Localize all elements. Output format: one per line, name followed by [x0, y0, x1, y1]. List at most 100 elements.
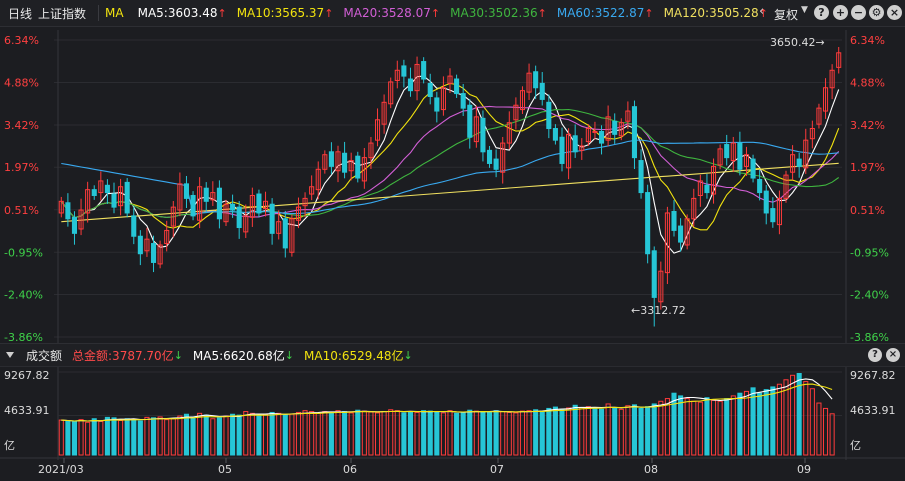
price-axis-label-right: -0.95%	[850, 246, 889, 259]
volume-bar	[743, 390, 750, 456]
volume-bar	[401, 412, 407, 456]
volume-bar	[579, 407, 585, 456]
volume-bar	[302, 410, 308, 456]
close-icon[interactable]: ×	[886, 348, 900, 362]
volume-bar	[526, 410, 532, 456]
candle-body	[631, 106, 638, 159]
volume-bar	[631, 404, 638, 456]
volume-bar	[210, 418, 216, 456]
candle-body	[671, 211, 677, 231]
volume-bar	[269, 411, 275, 456]
candle-body	[164, 229, 170, 245]
candle-body	[328, 151, 334, 167]
candle-body	[111, 193, 117, 208]
candle-body	[467, 104, 473, 138]
volume-bar	[243, 411, 249, 456]
candle-body	[770, 208, 776, 223]
volume-bar	[65, 420, 71, 456]
volume-axis-label-right: 亿	[850, 439, 861, 452]
volume-bar	[421, 410, 427, 456]
volume-bar	[170, 418, 176, 456]
candle-body	[315, 168, 321, 191]
volume-bar	[460, 411, 466, 456]
volume-bar	[467, 409, 473, 456]
chevron-left-icon[interactable]: ‹	[759, 4, 765, 19]
price-axis-label-right: -2.40%	[850, 288, 889, 301]
volume-bar	[342, 411, 348, 456]
candle-body	[809, 128, 815, 140]
restore-rights-button[interactable]: 复权	[774, 8, 799, 22]
volume-bar	[322, 411, 328, 456]
volume-bar	[262, 413, 269, 456]
ma5-value: MA5:3603.48↑	[137, 6, 227, 20]
price-axis-labels: 6.34% 6.34% 4.88% 4.88% 3.42% 3.42% 1.97% 1.97%…	[4, 34, 889, 344]
volume-bar	[203, 414, 209, 456]
candle-body	[684, 218, 690, 246]
price-axis-label-right: 3.42%	[850, 119, 885, 132]
volume-bar	[361, 410, 367, 456]
volume-bar	[658, 400, 664, 456]
candle-body	[256, 193, 262, 214]
volume-bar	[104, 416, 110, 456]
volume-bar	[447, 410, 453, 456]
candle-body	[368, 142, 374, 159]
volume-bar	[691, 400, 697, 456]
collapse-triangle-icon[interactable]	[6, 352, 14, 358]
ma-indicator-label[interactable]: MA	[105, 6, 124, 20]
down-arrow-icon: ↓	[173, 348, 183, 362]
volume-bar	[111, 417, 117, 456]
volume-bar	[559, 408, 565, 456]
candle-body	[533, 71, 539, 89]
volume-ma10: MA10:6529.48亿	[304, 348, 404, 363]
volume-bar	[829, 413, 835, 456]
volume-axis-label-left: 亿	[4, 439, 15, 452]
volume-bar	[427, 410, 433, 456]
period-tab[interactable]: 日线	[8, 6, 33, 21]
price-axis-label-left: 1.97%	[4, 161, 39, 174]
volume-bar	[816, 402, 822, 456]
ma30-value: MA30:3502.36↑	[450, 6, 547, 20]
candle-body	[730, 142, 736, 162]
candle-body	[223, 203, 229, 223]
zoom-out-icon[interactable]: −	[851, 5, 866, 20]
volume-total: 总金额:3787.70亿	[72, 348, 174, 363]
time-axis-label: 08	[644, 463, 658, 476]
candle-body	[78, 209, 84, 230]
high-price-annotation: 3650.42→	[770, 36, 825, 49]
price-axis-label-left: 6.34%	[4, 34, 39, 47]
volume-bar	[546, 407, 552, 456]
volume-bar	[374, 412, 381, 456]
ma60-value: MA60:3522.87↑	[556, 6, 654, 20]
candle-body	[822, 87, 829, 112]
candle-body	[704, 184, 710, 194]
ma10-value: MA10:3565.37↑	[236, 6, 334, 20]
volume-bar	[440, 412, 446, 456]
close-icon[interactable]: ×	[887, 5, 902, 20]
volume-bar	[710, 399, 717, 456]
volume-bar	[770, 386, 776, 456]
volume-axis-labels: 9267.82 9267.82 4633.91 4633.91 亿 亿	[4, 369, 896, 452]
volume-bar	[566, 407, 572, 456]
settings-icon[interactable]: ⚙	[869, 5, 884, 20]
volume-indicator-label[interactable]: 成交额	[26, 348, 63, 363]
candle-body	[262, 200, 269, 210]
candle-body	[717, 148, 723, 166]
candle-body	[572, 135, 578, 153]
dropdown-icon[interactable]: ▼	[801, 5, 808, 15]
zoom-in-icon[interactable]: +	[833, 5, 848, 20]
candle-body	[585, 128, 591, 143]
time-axis-label: 06	[343, 463, 357, 476]
candle-body	[131, 215, 137, 237]
volume-bar	[796, 373, 802, 456]
volume-bar	[500, 411, 506, 456]
volume-bar	[809, 388, 815, 456]
help-icon[interactable]: ?	[868, 348, 882, 362]
index-name[interactable]: 上证指数	[38, 6, 87, 21]
price-axis-label-left: -3.86%	[4, 331, 43, 344]
candle-body	[447, 75, 453, 84]
candle-body	[401, 65, 407, 77]
price-axis-label-left: 4.88%	[4, 77, 39, 90]
volume-bar	[434, 411, 440, 456]
help-icon[interactable]: ?	[814, 5, 829, 20]
volume-bar	[256, 415, 262, 456]
